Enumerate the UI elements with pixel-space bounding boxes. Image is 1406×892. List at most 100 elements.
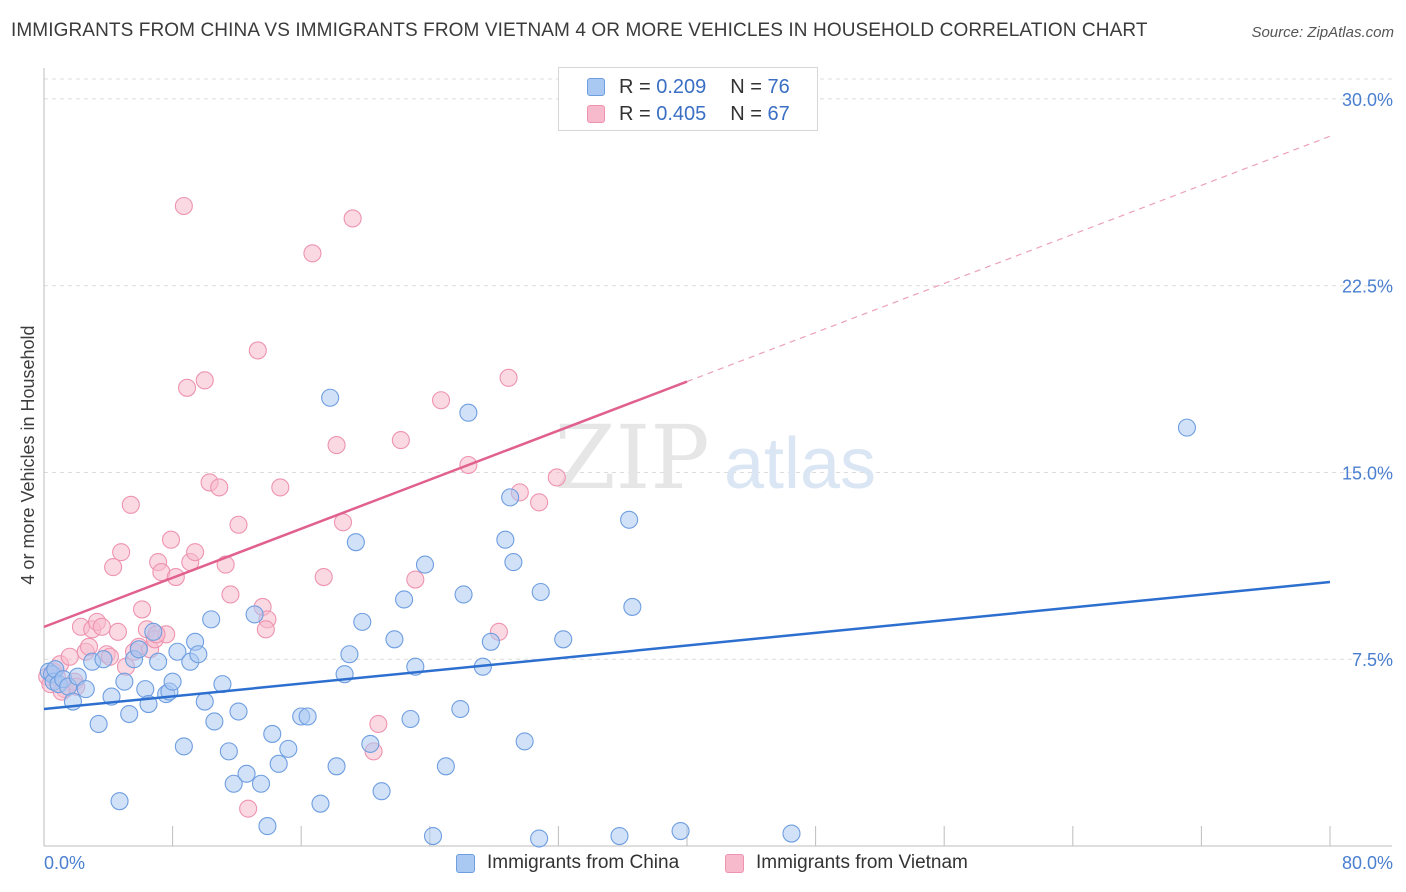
legend-r-label: R =	[619, 102, 651, 125]
data-point-vietnam	[229, 515, 248, 534]
data-point-vietnam	[271, 478, 290, 497]
data-point-china	[385, 630, 404, 649]
data-point-china	[311, 794, 330, 813]
source-credit: Source: ZipAtlas.com	[1251, 24, 1394, 41]
data-point-vietnam	[369, 714, 388, 734]
data-point-china	[346, 533, 365, 552]
data-point-china	[168, 642, 187, 661]
y-tick-label: 30.0%	[1342, 90, 1393, 110]
legend-swatch-china	[587, 78, 605, 96]
data-point-china	[263, 724, 282, 743]
data-point-china	[269, 754, 288, 773]
data-point-china	[372, 782, 391, 801]
data-point-vietnam	[343, 209, 362, 228]
y-tick-label: 22.5%	[1342, 277, 1393, 297]
data-point-vietnam	[92, 617, 111, 636]
data-point-china	[454, 585, 473, 604]
data-point-china	[501, 488, 520, 507]
data-point-china	[327, 757, 346, 776]
data-point-china	[89, 714, 108, 734]
data-point-vietnam	[161, 530, 181, 549]
legend-n-label: N =	[730, 102, 762, 125]
data-point-china	[245, 605, 264, 624]
data-point-china	[451, 699, 470, 719]
bottom-legend-label-vietnam: Immigrants from Vietnam	[756, 852, 968, 873]
data-point-china	[195, 692, 214, 711]
data-point-china	[76, 680, 95, 699]
legend: R = 0.209 N = 76 R = 0.405 N = 67	[558, 67, 818, 131]
data-point-vietnam	[221, 585, 240, 604]
data-point-china	[163, 672, 182, 691]
legend-row-vietnam: R = 0.405 N = 67	[587, 102, 790, 126]
data-point-china	[353, 612, 372, 631]
data-point-china	[258, 817, 277, 836]
data-point-vietnam	[121, 495, 140, 514]
data-point-vietnam	[210, 478, 229, 497]
data-point-china	[110, 792, 129, 811]
data-point-china	[279, 739, 298, 758]
legend-r-value-china: 0.209	[656, 75, 707, 98]
x-tick-label: 80.0%	[1342, 853, 1393, 873]
data-point-china	[189, 645, 208, 664]
data-point-china	[1177, 418, 1196, 437]
data-point-vietnam	[104, 558, 123, 577]
series-china-points	[39, 388, 1196, 848]
data-point-vietnam	[256, 620, 275, 639]
data-point-china	[436, 757, 455, 776]
data-point-vietnam	[314, 568, 333, 587]
data-point-china	[395, 590, 414, 609]
data-point-china	[361, 734, 380, 753]
legend-r-label: R =	[619, 75, 651, 98]
data-point-china	[205, 712, 224, 731]
trend-lines	[43, 135, 1331, 711]
data-point-china	[229, 702, 248, 721]
data-point-vietnam	[178, 378, 197, 397]
data-point-china	[423, 826, 443, 846]
data-point-china	[129, 640, 148, 659]
data-point-china	[415, 555, 435, 574]
data-point-china	[144, 622, 163, 641]
data-point-china	[623, 597, 642, 616]
trend-line-vietnam-extension	[686, 135, 1331, 383]
data-point-vietnam	[60, 647, 79, 666]
data-point-vietnam	[547, 468, 566, 487]
y-axis-label: 4 or more Vehicles in Household	[18, 325, 38, 584]
data-point-vietnam	[186, 543, 205, 562]
bottom-legend-china: Immigrants from China	[456, 852, 679, 874]
data-point-vietnam	[133, 600, 152, 619]
data-point-china	[237, 764, 256, 783]
data-point-vietnam	[239, 799, 258, 818]
data-point-vietnam	[195, 371, 214, 390]
data-point-china	[531, 582, 550, 602]
data-point-china	[340, 645, 359, 664]
axes	[43, 68, 1392, 847]
legend-r-value-vietnam: 0.405	[656, 102, 707, 125]
data-point-vietnam	[174, 196, 193, 216]
watermark-zip: ZIP	[554, 406, 709, 509]
legend-n-value-china: 76	[767, 75, 790, 98]
data-point-vietnam	[499, 368, 518, 387]
trend-line-vietnam	[43, 380, 688, 629]
data-point-china	[251, 774, 271, 793]
data-point-china	[120, 704, 139, 724]
data-point-china	[224, 774, 243, 793]
data-point-vietnam	[391, 431, 410, 450]
x-tick-label: 0.0%	[44, 853, 85, 873]
data-point-china	[94, 650, 113, 669]
data-point-china	[115, 672, 134, 691]
data-point-china	[620, 510, 639, 529]
data-point-vietnam	[303, 244, 322, 263]
y-tick-label: 7.5%	[1352, 650, 1393, 670]
bottom-legend-swatch-china	[456, 853, 475, 873]
data-point-china	[321, 388, 340, 407]
bottom-legend-swatch-vietnam	[725, 853, 744, 873]
data-point-china	[496, 530, 515, 549]
legend-n-value-vietnam: 67	[767, 102, 790, 125]
data-point-vietnam	[530, 493, 549, 512]
data-point-china	[401, 709, 420, 729]
y-tick-label: 15.0%	[1342, 463, 1393, 483]
data-point-china	[554, 630, 573, 649]
tick-labels: 7.5% 15.0% 22.5% 30.0% 0.0% 80.0%	[44, 90, 1393, 873]
bottom-legend-vietnam: Immigrants from Vietnam	[725, 852, 968, 874]
